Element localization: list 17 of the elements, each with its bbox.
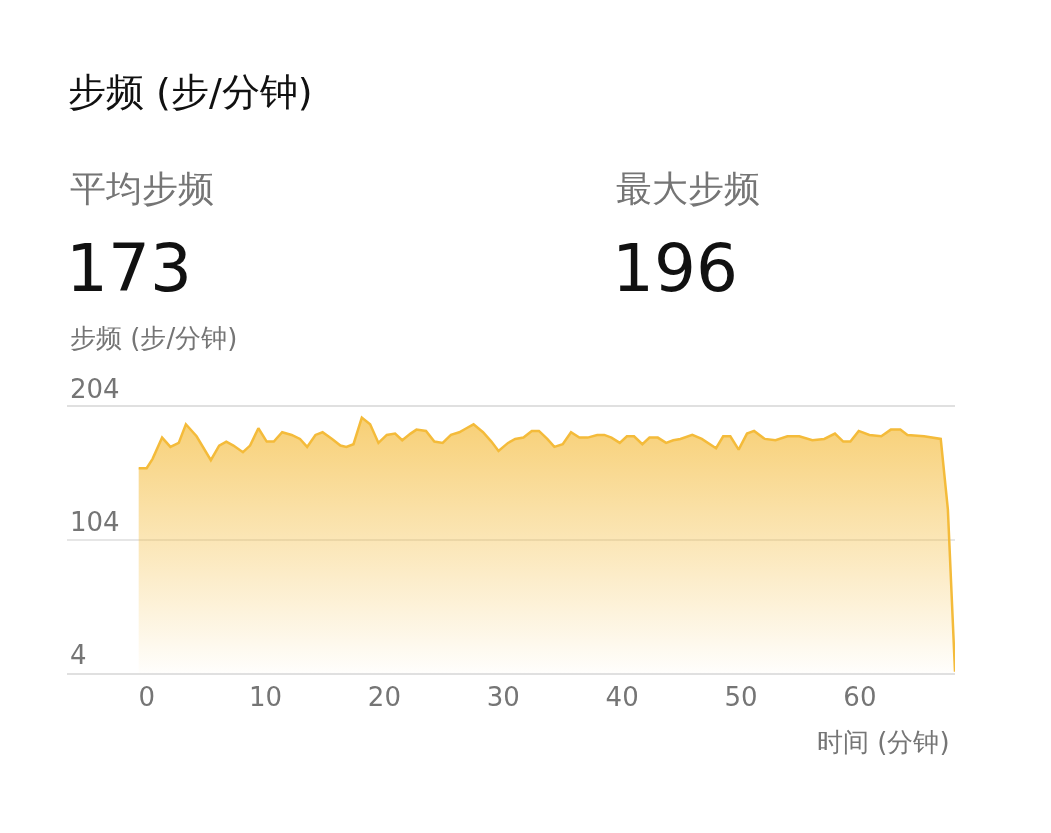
chart-title: 步频 (步/分钟): [68, 70, 313, 115]
text: 196: [612, 230, 738, 307]
x-tick-label: 60: [843, 682, 877, 713]
text: 平均步频: [70, 168, 214, 209]
y-tick-label: 104: [70, 506, 120, 537]
text: 最大步频: [616, 168, 760, 209]
text: 173: [66, 230, 192, 307]
x-axis-title: 时间 (分钟): [817, 727, 950, 757]
x-tick-label: 10: [248, 682, 283, 713]
x-tick-label: 20: [367, 682, 401, 713]
x-tick-label: 30: [486, 682, 520, 713]
y-tick-label: 4: [70, 639, 87, 670]
x-tick-label: 50: [724, 682, 758, 713]
x-tick-label: 40: [605, 682, 639, 713]
y-axis-title: 步频 (步/分钟): [70, 323, 238, 353]
y-tick-label: 204: [70, 373, 120, 404]
x-tick-label: 0: [138, 682, 155, 713]
